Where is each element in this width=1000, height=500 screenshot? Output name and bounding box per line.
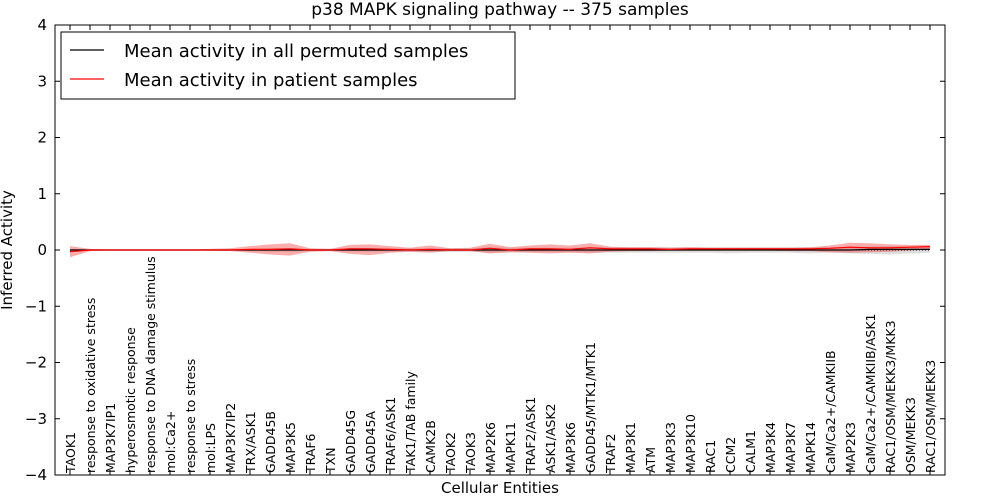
legend: Mean activity in all permuted samples Me… — [60, 31, 516, 100]
x-tick-label: response to stress — [183, 359, 198, 473]
x-tick-label: CAMK2B — [423, 420, 438, 473]
x-tick-label: MAP3K7 — [783, 422, 798, 473]
x-tick-label: TAOK3 — [463, 432, 478, 474]
x-tick-label: MAPK11 — [503, 422, 518, 473]
x-tick-label: ASK1/ASK2 — [543, 404, 558, 473]
x-tick-label: TXN — [323, 447, 338, 474]
legend-label-patient: Mean activity in patient samples — [124, 70, 418, 91]
x-tick-label: CCM2 — [723, 437, 738, 473]
y-tick-label: −2 — [25, 354, 47, 372]
x-tick-label: CaM/Ca2+/CAMKIIB — [823, 350, 838, 473]
x-tick-label: MAP3K1 — [623, 422, 638, 473]
x-tick-label: MAP3K6 — [563, 422, 578, 473]
x-tick-label: OSM/MEKK3 — [903, 397, 918, 473]
x-tick-label: response to oxidative stress — [83, 298, 98, 473]
y-tick-label: 0 — [37, 241, 47, 259]
x-tick-label: GADD45G — [343, 410, 358, 473]
legend-box — [60, 31, 516, 100]
y-axis: −4 −3 −2 −1 0 1 2 3 4 — [25, 16, 945, 484]
x-axis-label: Cellular Entities — [441, 479, 559, 497]
x-tick-label: TAOK2 — [443, 432, 458, 474]
x-tick-label: MAP3K5 — [283, 422, 298, 473]
y-axis-label: Inferred Activity — [0, 190, 16, 310]
x-tick-label: TRX/ASK1 — [243, 411, 258, 474]
x-tick-label: GADD45B — [263, 411, 278, 473]
y-tick-label: 1 — [37, 185, 47, 203]
y-tick-label: 3 — [37, 72, 47, 90]
x-tick-label: MAPK14 — [803, 422, 818, 473]
x-tick-label: TRAF6/ASK1 — [383, 397, 398, 474]
x-tick-label: MAP3K10 — [683, 414, 698, 473]
x-tick-label: RAC1/OSM/MEKK3/MKK3 — [883, 320, 898, 473]
x-tick-label: MAP2K6 — [483, 422, 498, 473]
y-tick-label: −1 — [25, 297, 47, 315]
y-tick-label: 2 — [37, 129, 47, 147]
x-tick-label: CaM/Ca2+/CAMKIIB/ASK1 — [863, 314, 878, 473]
patient-samples-line — [69, 246, 931, 253]
x-tick-label: GADD45A — [363, 411, 378, 473]
x-tick-label: GADD45/MTK1/MTK1 — [583, 342, 598, 473]
x-tick-label: mol:LPS — [203, 423, 218, 473]
x-tick-label: MAP3K7IP2 — [223, 403, 238, 473]
x-tick-label: TRAF2/ASK1 — [523, 397, 538, 474]
chart-title: p38 MAPK signaling pathway -- 375 sample… — [311, 0, 689, 20]
x-tick-label: TRAF6 — [303, 433, 318, 474]
x-tick-label: response to DNA damage stimulus — [143, 256, 158, 473]
x-tick-label: MAP3K7IP1 — [103, 403, 118, 473]
x-tick-label: CALM1 — [743, 430, 758, 473]
x-tick-label: ATM — [643, 447, 658, 473]
y-tick-label: −3 — [25, 410, 47, 428]
x-tick-label: TAK1/TAB family — [403, 370, 418, 474]
x-tick-label: TAOK1 — [63, 432, 78, 474]
y-tick-label: 4 — [37, 16, 47, 34]
y-tick-label: −4 — [25, 466, 47, 484]
x-tick-label: MAP3K3 — [663, 422, 678, 473]
x-tick-label: TRAF2 — [603, 433, 618, 474]
x-tick-label: MAP2K3 — [843, 422, 858, 473]
x-tick-label: RAC1/OSM/MEKK3 — [923, 360, 938, 473]
x-tick-label: MAP3K4 — [763, 422, 778, 473]
x-tick-label: RAC1 — [703, 440, 718, 473]
x-axis: TAOK1 response to oxidative stress MAP3K7I… — [63, 25, 938, 475]
series-lines — [69, 246, 931, 253]
x-tick-label: mol:Ca2+ — [163, 411, 178, 473]
x-tick-label: hyperosmotic response — [123, 327, 138, 473]
legend-label-permuted: Mean activity in all permuted samples — [124, 41, 468, 62]
